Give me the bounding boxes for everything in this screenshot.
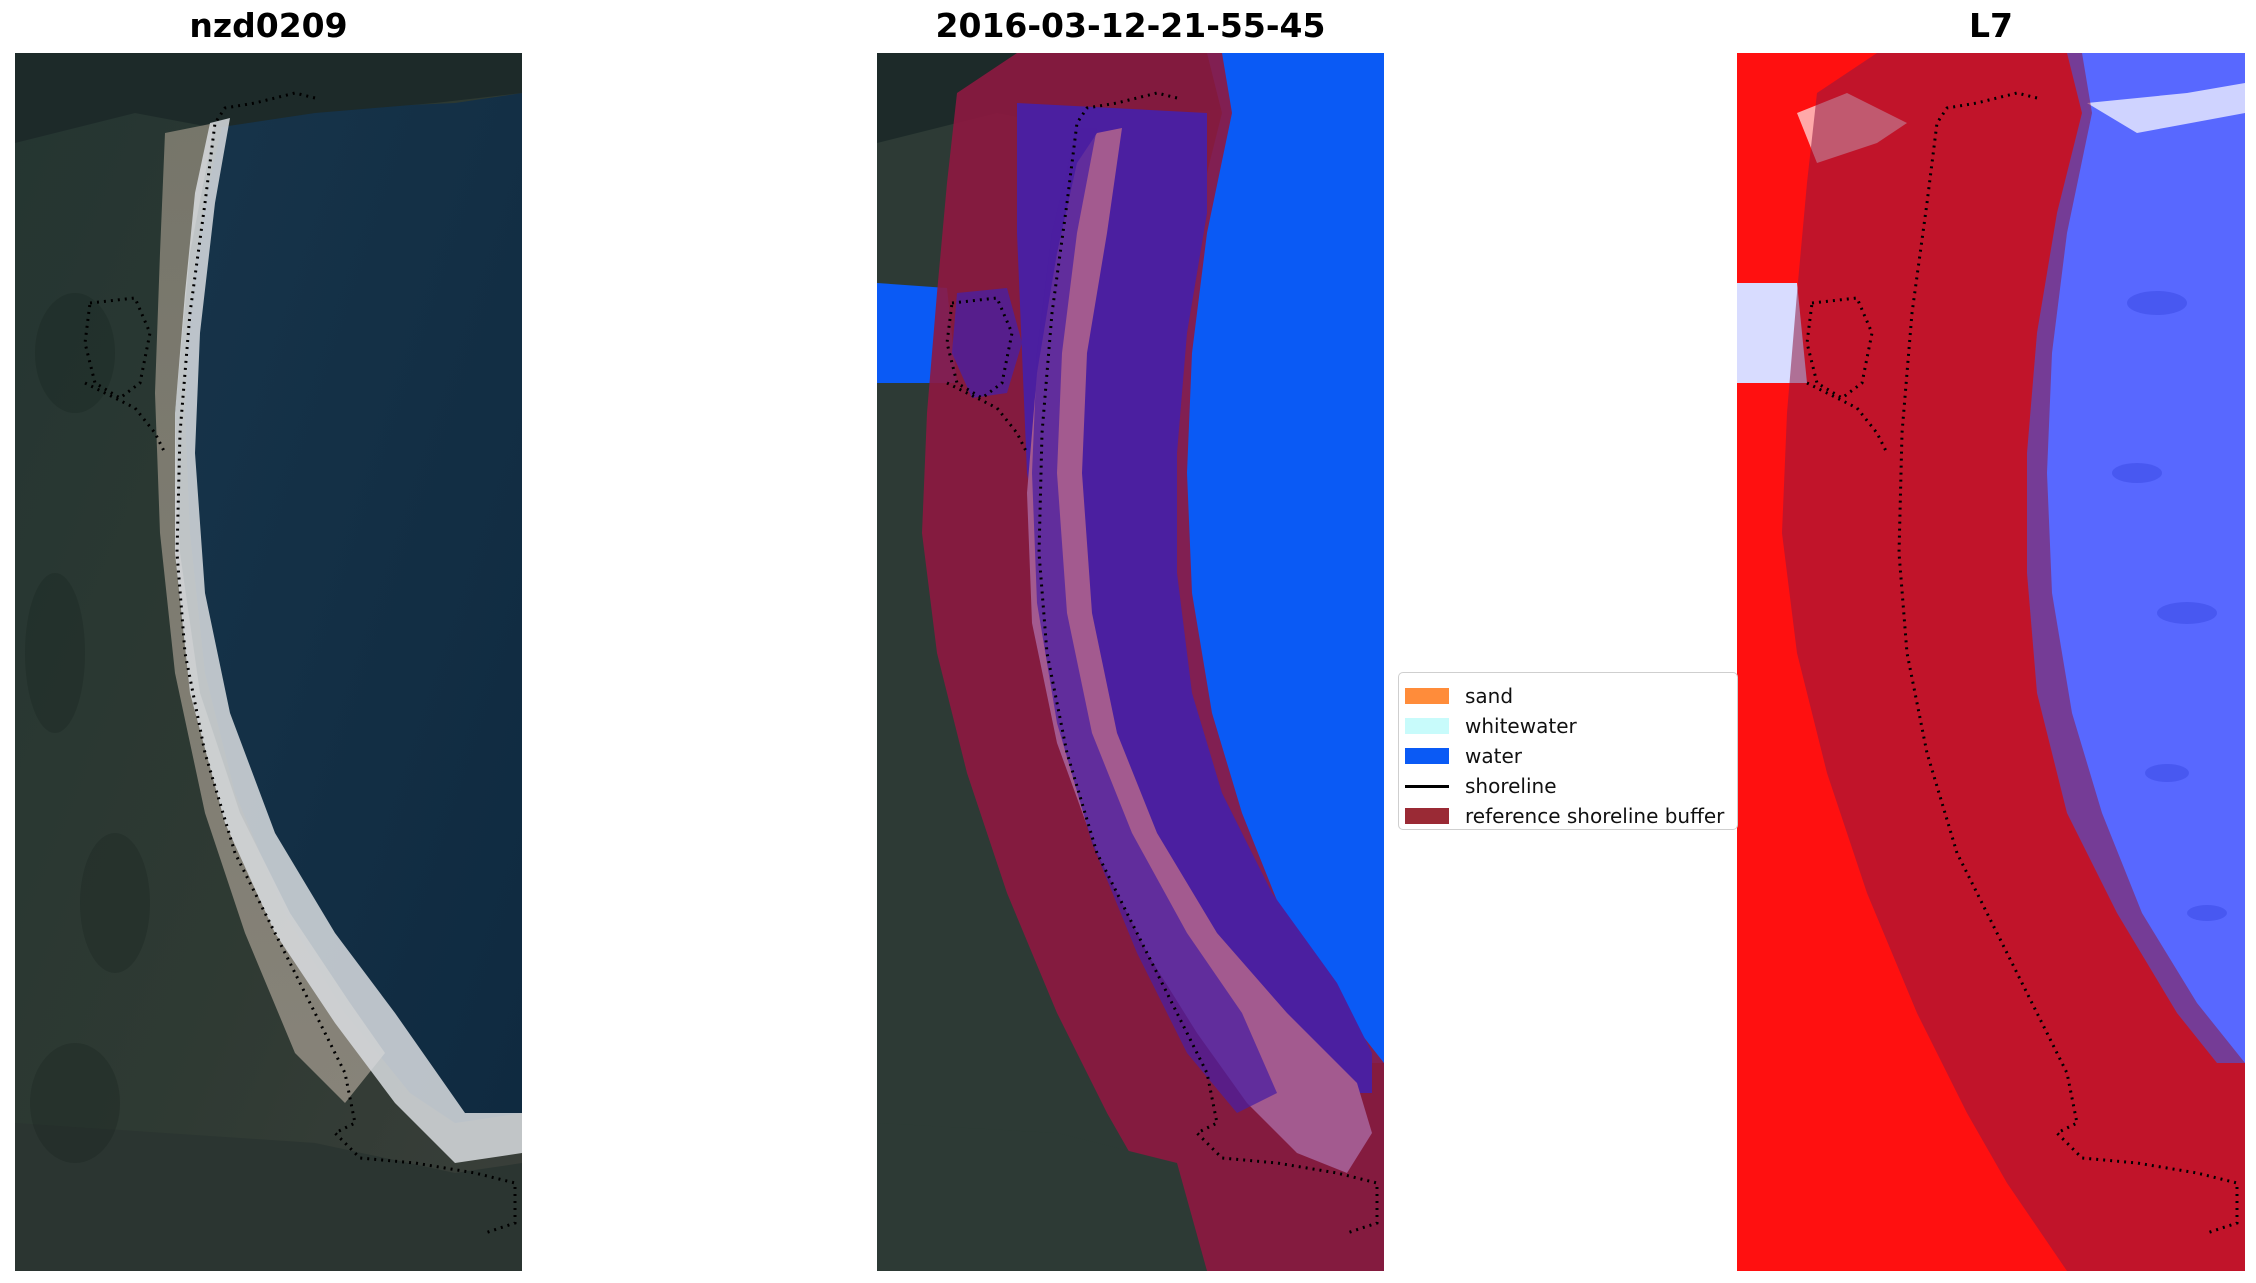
panel-title-classified: 2016-03-12-21-55-45 [935, 6, 1326, 45]
legend-label-whitewater: whitewater [1465, 714, 1577, 738]
shoreline-line-swatch [1405, 784, 1449, 788]
legend-item-whitewater: whitewater [1405, 711, 1577, 741]
legend-label-sand: sand [1465, 684, 1514, 708]
legend-label-shoreline: shoreline [1465, 774, 1557, 798]
legend-item-water: water [1405, 741, 1522, 771]
whitewater-swatch [1405, 718, 1449, 734]
legend: sand whitewater water shoreline referenc… [1398, 672, 1738, 830]
panel-title-index: L7 [1969, 6, 2013, 45]
legend-item-shoreline: shoreline [1405, 771, 1557, 801]
buffer-swatch [1405, 808, 1449, 824]
rgb-satellite-image [15, 53, 522, 1271]
panel-title-rgb: nzd0209 [189, 6, 348, 45]
classified-image-panel [877, 53, 1384, 1271]
legend-item-buffer: reference shoreline buffer [1405, 801, 1725, 829]
legend-label-buffer: reference shoreline buffer [1465, 804, 1725, 828]
classified-image [877, 53, 1384, 1271]
index-image-panel [1737, 53, 2245, 1271]
index-image [1737, 53, 2245, 1271]
water-swatch [1405, 748, 1449, 764]
legend-label-water: water [1465, 744, 1522, 768]
sand-swatch [1405, 688, 1449, 704]
rgb-image-panel [15, 53, 522, 1271]
legend-item-sand: sand [1405, 681, 1513, 711]
